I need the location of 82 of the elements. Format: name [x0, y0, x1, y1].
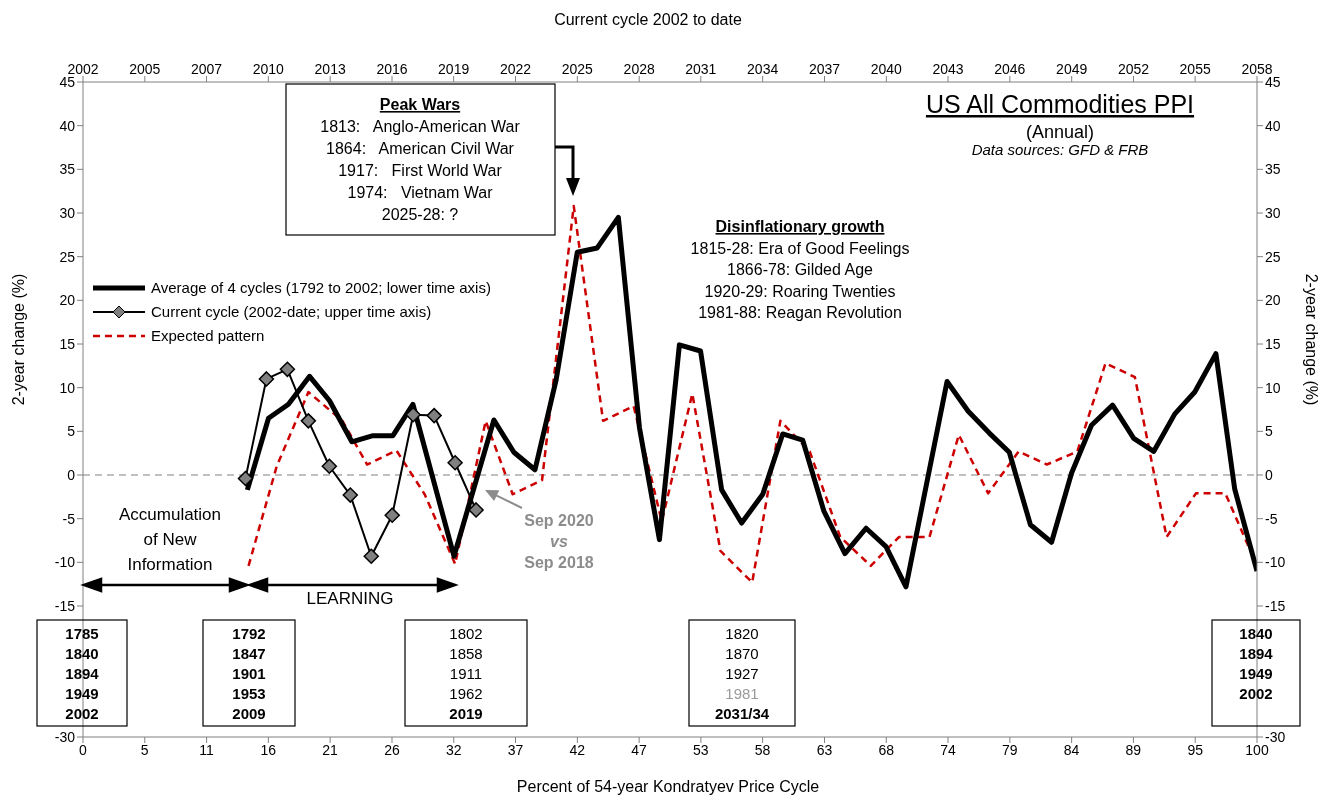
x2-tick-label: 2028	[623, 61, 655, 77]
y2-axis-title: 2-year change (%)	[1303, 273, 1320, 406]
x-tick-label: 26	[384, 741, 400, 758]
x-axis-title: Percent of 54-year Kondratyev Price Cycle	[516, 778, 820, 795]
x2-tick-label: 2013	[314, 61, 346, 77]
x2-tick-label: 2025	[561, 61, 594, 77]
y2-tick-label: -10	[1265, 554, 1286, 571]
annotation: Sep 2020 vs Sep 2018	[524, 512, 594, 571]
x2-tick-label: 2010	[252, 61, 285, 77]
x2-tick-label: 2037	[808, 61, 841, 77]
x-tick-label: 16	[260, 741, 277, 758]
x-tick-label: 63	[816, 741, 833, 758]
x2-tick-label: 2055	[1179, 61, 1211, 77]
y-axis-title: 2-year change (%)	[10, 273, 27, 406]
x-tick-label: 79	[1002, 741, 1018, 758]
x-tick-label: 5	[140, 741, 149, 758]
annotation: 1792 1847 1901 1953 2009	[232, 625, 266, 722]
x-tick-label: 0	[79, 741, 88, 758]
text: (Annual)	[1025, 122, 1095, 142]
y-tick-label: 20	[59, 292, 76, 309]
legend-label: Expected pattern	[151, 326, 265, 346]
y-tick-label: 5	[67, 423, 76, 440]
y2-tick-label: 40	[1265, 117, 1281, 134]
annotation: Disinflationary growth 1815-28: Era of Good Feelings 1866-78: Gilded Age 1920-29: Roaring Twenties 1981-88: Reagan Revolution	[690, 218, 910, 321]
y2-tick-label: -5	[1265, 510, 1278, 527]
y-tick-label: 25	[59, 248, 76, 265]
x2-tick-label: 2040	[870, 61, 903, 77]
y2-tick-label: -15	[1265, 597, 1286, 614]
y-tick-label: 40	[59, 117, 76, 134]
y2-tick-label: 15	[1265, 335, 1281, 352]
annotation: 1802 1858 1911 1962 2019	[449, 625, 483, 722]
y2-tick-label: 35	[1265, 161, 1281, 178]
x-tick-label: 42	[569, 741, 586, 758]
y-tick-label: -5	[62, 510, 76, 527]
x2-tick-label: 2052	[1117, 61, 1150, 77]
x2-tick-label: 2043	[932, 61, 964, 77]
x-tick-label: 32	[445, 741, 462, 758]
chart-title: US All Commodities PPI	[925, 90, 1195, 118]
x2-tick-label: 2019	[438, 61, 470, 77]
x2-tick-label: 2022	[499, 61, 532, 77]
y2-tick-label: 0	[1265, 466, 1273, 483]
x2-tick-label: 2007	[190, 61, 223, 77]
x-tick-label: 89	[1125, 741, 1142, 758]
y-tick-label: -15	[54, 597, 76, 614]
annotation: Peak Wars 1813: Anglo-American War 1864: American Civil War 1917: First World War 1974: Vietnam War 2025-28: ?	[320, 96, 521, 223]
y2-tick-label: 5	[1265, 423, 1273, 440]
x-tick-label: 84	[1063, 741, 1080, 758]
x-tick-label: 58	[754, 741, 771, 758]
x-tick-label: 37	[507, 741, 524, 758]
y2-tick-label: 25	[1265, 248, 1281, 265]
annotation: 1785 1840 1894 1949 2002	[65, 625, 100, 722]
annotation: 1840 1894 1949 2002	[1239, 625, 1274, 702]
legend-label: Average of 4 cycles (1792 to 2002; lower time axis)	[151, 278, 491, 298]
annotation: LEARNING	[306, 589, 394, 608]
x2-tick-label: 2034	[747, 61, 779, 77]
x-tick-label: 21	[322, 741, 339, 758]
x2-axis-title: Current cycle 2002 to date	[554, 11, 742, 28]
annotation: Accumulation of New Information	[118, 505, 222, 574]
y-tick-label: 35	[59, 161, 76, 178]
x2-tick-label: 2031	[685, 61, 717, 77]
annotation: 1820 1870 1927 1981 2031/34	[714, 625, 770, 722]
annotation: Data sources: GFD & FRB	[971, 141, 1149, 158]
x2-tick-label: 2016	[376, 61, 408, 77]
x2-tick-label: 2005	[129, 61, 161, 77]
y-tick-label: 10	[59, 379, 76, 396]
x-tick-label: 68	[878, 741, 895, 758]
x-tick-label: 53	[693, 741, 709, 758]
y2-tick-label: 10	[1265, 379, 1281, 396]
legend-label: Current cycle (2002-date; upper time axis)	[151, 302, 432, 322]
x-tick-label: 47	[631, 741, 648, 758]
x-tick-label: 95	[1187, 741, 1204, 758]
x2-tick-label: 2046	[994, 61, 1026, 77]
x2-tick-label: 2049	[1056, 61, 1088, 77]
y-tick-label: 30	[59, 204, 76, 221]
x-tick-label: 74	[940, 741, 956, 758]
y2-tick-label: 30	[1265, 204, 1281, 221]
x-tick-label: 11	[199, 741, 215, 758]
y2-tick-label: 20	[1265, 292, 1281, 309]
y-tick-label: -30	[54, 728, 76, 745]
y-tick-label: 15	[59, 335, 76, 352]
y-tick-label: -10	[54, 554, 76, 571]
y-tick-label: 0	[67, 466, 76, 483]
